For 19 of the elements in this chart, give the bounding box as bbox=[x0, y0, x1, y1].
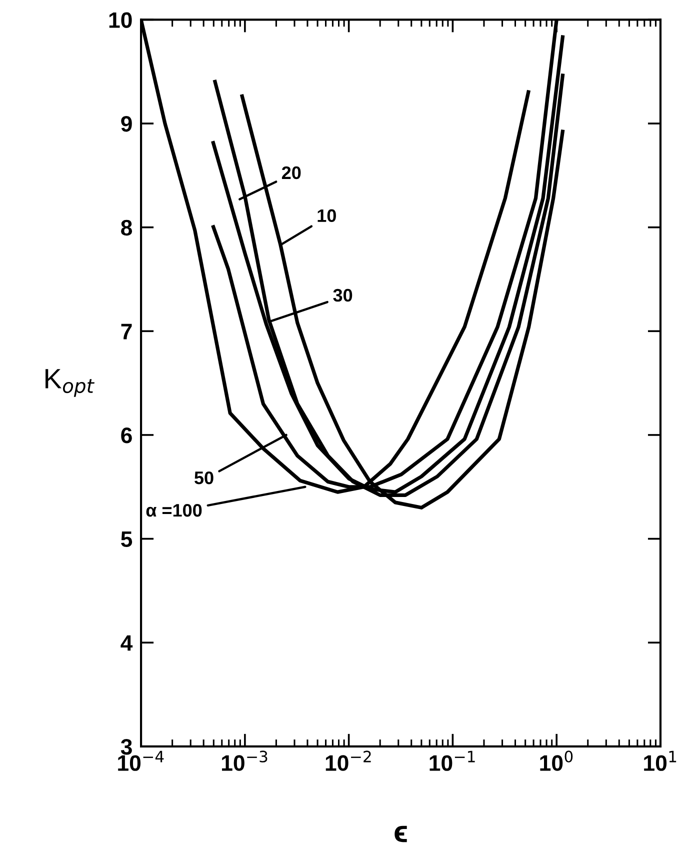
annotation: 50 bbox=[194, 471, 214, 484]
y-tick-label: 10 bbox=[109, 12, 132, 28]
annotation: 30 bbox=[333, 288, 352, 302]
y-tick-label: 8 bbox=[121, 220, 132, 236]
y-tick-label: 9 bbox=[121, 116, 132, 132]
y-tick-label: 6 bbox=[121, 428, 132, 444]
annotation: α =100 bbox=[146, 504, 202, 517]
y-axis-title: K$_{opt}$ bbox=[46, 369, 95, 397]
x-axis-title: ϵ bbox=[394, 826, 407, 842]
y-tick-label: 5 bbox=[121, 532, 132, 548]
x-tick-label: 10$^{−1}$ bbox=[430, 750, 475, 771]
x-tick-label: 10$^{−2}$ bbox=[326, 750, 371, 771]
annotation: 10 bbox=[318, 209, 336, 222]
x-tick-label: 10$^{1}$ bbox=[644, 750, 676, 771]
y-tick-label: 7 bbox=[121, 324, 132, 340]
x-tick-label: 10$^{0}$ bbox=[540, 750, 573, 771]
x-tick-label: 10$^{−3}$ bbox=[222, 750, 268, 771]
y-tick-label: 4 bbox=[120, 635, 133, 651]
annotation: 20 bbox=[282, 166, 301, 180]
